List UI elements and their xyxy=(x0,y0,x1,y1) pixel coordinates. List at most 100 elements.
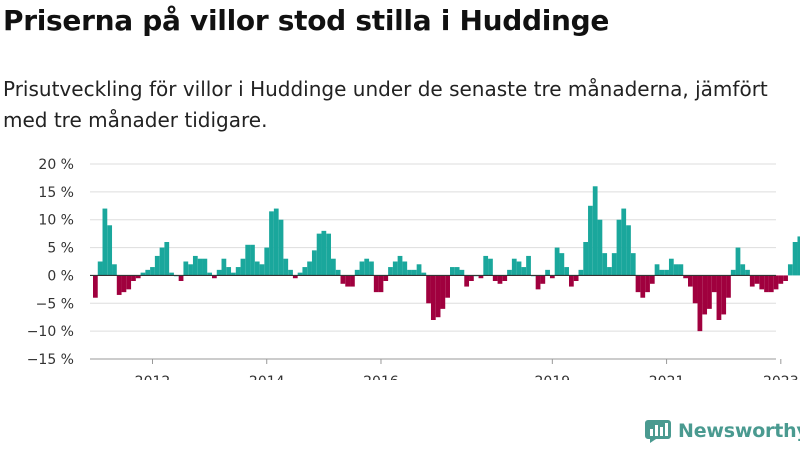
bar xyxy=(635,275,641,293)
bar xyxy=(345,275,351,287)
bar xyxy=(192,255,198,276)
bar xyxy=(721,275,727,315)
bar xyxy=(407,269,412,276)
bar xyxy=(459,269,465,276)
bar xyxy=(392,261,398,276)
bar xyxy=(154,255,160,276)
bar xyxy=(212,275,217,279)
bar xyxy=(659,269,665,276)
bar xyxy=(745,269,750,276)
bar xyxy=(254,261,260,276)
bar xyxy=(630,253,636,276)
bar xyxy=(430,275,436,320)
bar xyxy=(121,275,127,293)
bar xyxy=(297,272,303,276)
bar xyxy=(697,275,703,332)
bar xyxy=(688,275,693,287)
bar xyxy=(145,269,151,276)
x-tick-label: 2014 xyxy=(249,374,285,380)
bar xyxy=(592,186,598,276)
bar xyxy=(588,205,593,276)
bar xyxy=(421,272,427,276)
x-tick-label: 2016 xyxy=(363,374,399,380)
bar xyxy=(435,275,441,318)
bar xyxy=(773,275,779,290)
bar xyxy=(683,275,688,279)
bar xyxy=(116,275,122,295)
bar xyxy=(221,258,227,276)
bar xyxy=(607,267,612,276)
bar xyxy=(578,269,584,276)
y-tick-label: 20 % xyxy=(38,157,74,173)
bar xyxy=(283,258,289,276)
bar xyxy=(102,208,108,276)
x-tick-label: 2012 xyxy=(135,374,171,380)
bar xyxy=(692,275,698,304)
y-tick-label: −5 % xyxy=(36,296,74,312)
bar xyxy=(207,272,212,276)
bar xyxy=(783,275,788,281)
chart-title: Priserna på villor stod stilla i Hudding… xyxy=(3,4,610,37)
bar xyxy=(645,275,650,293)
bar xyxy=(131,275,136,281)
bar xyxy=(259,264,265,276)
bar xyxy=(626,225,631,276)
bar xyxy=(716,275,722,320)
y-tick-label: 0 % xyxy=(47,268,74,284)
bar xyxy=(354,269,360,276)
bar xyxy=(602,253,608,276)
bar xyxy=(378,275,384,293)
bar xyxy=(521,267,527,276)
newsworthy-logo: Newsworthy xyxy=(644,418,800,444)
bar xyxy=(388,267,393,276)
bar xyxy=(464,275,470,287)
bar xyxy=(454,267,460,276)
brand-name: Newsworthy xyxy=(678,420,800,442)
bar xyxy=(250,244,255,276)
bar xyxy=(754,275,760,284)
bar xyxy=(726,275,731,298)
y-tick-label: −10 % xyxy=(27,324,74,340)
bar xyxy=(554,247,560,276)
bar xyxy=(178,275,184,281)
bars xyxy=(93,186,800,332)
bar xyxy=(135,275,141,279)
bar xyxy=(321,230,327,276)
labels: 20 % 15 % 10 % 5 % 0 % −5 % −10 % −15 % 2012 2014… xyxy=(27,157,799,380)
bar xyxy=(159,247,165,276)
bar xyxy=(707,275,712,309)
bar xyxy=(140,272,146,276)
bar xyxy=(792,242,798,276)
bar xyxy=(564,267,569,276)
bar xyxy=(183,261,189,276)
bar xyxy=(488,258,493,276)
bar xyxy=(231,272,236,276)
bar xyxy=(126,275,132,290)
bar xyxy=(569,275,574,287)
bar-chart: 20 % 15 % 10 % 5 % 0 % −5 % −10 % −15 % 2012 2014… xyxy=(27,157,800,380)
bar xyxy=(573,275,579,281)
bar xyxy=(511,258,517,276)
bar xyxy=(797,236,800,276)
bar xyxy=(478,275,484,279)
bar xyxy=(597,219,603,276)
bar xyxy=(292,275,298,279)
bar xyxy=(678,264,684,276)
bar xyxy=(621,208,627,276)
bar xyxy=(326,233,331,276)
bar xyxy=(350,275,355,287)
bar xyxy=(711,275,717,293)
x-tick-label: 2019 xyxy=(535,374,571,380)
bar xyxy=(150,267,155,276)
bar xyxy=(549,275,555,279)
bar xyxy=(583,242,589,276)
bar xyxy=(764,275,769,293)
bar xyxy=(611,253,617,276)
bar xyxy=(397,255,403,276)
bar xyxy=(302,267,308,276)
bar xyxy=(316,233,322,276)
bar xyxy=(164,242,170,276)
y-tick-label: 5 % xyxy=(47,241,74,257)
bar xyxy=(402,261,408,276)
bar xyxy=(469,275,474,281)
